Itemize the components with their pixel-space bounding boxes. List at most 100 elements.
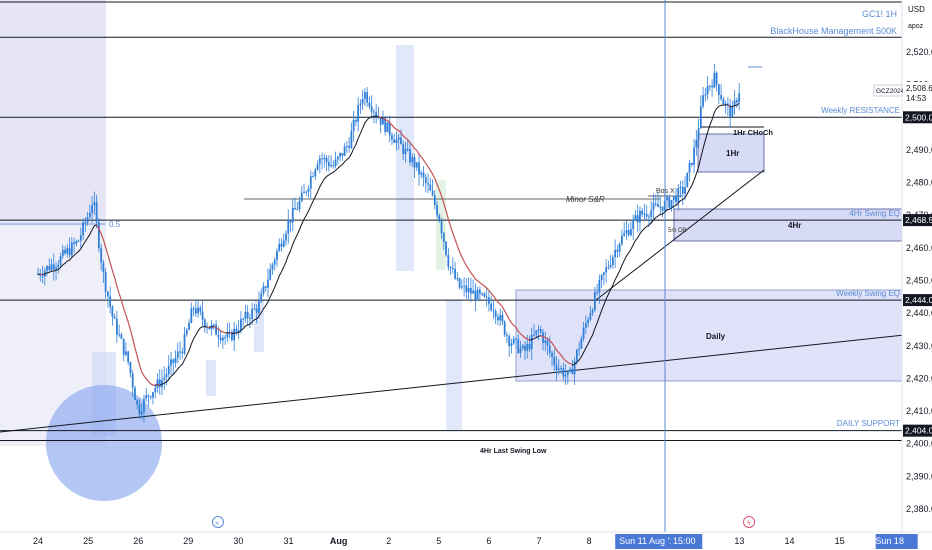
y-tick-label: 2,480.0 — [906, 178, 932, 188]
x-tick-label: 8 — [587, 536, 592, 546]
trendline-long — [0, 331, 932, 433]
candle-body — [451, 268, 454, 270]
candle-body — [611, 256, 614, 266]
zone-4hr — [673, 208, 932, 242]
candle-body — [616, 249, 619, 252]
candle-body — [61, 249, 64, 257]
minor-sr-label: Minor S&R — [566, 195, 605, 204]
candle-body — [154, 387, 157, 393]
candle-body — [634, 215, 637, 220]
candle-body — [418, 162, 420, 175]
candle-body — [167, 365, 170, 375]
candle-body — [481, 293, 484, 295]
candle-body — [289, 220, 292, 223]
y-tick-label: 2,420.0 — [906, 373, 932, 383]
y-tick-label: 2,380.0 — [906, 504, 932, 514]
candle-body — [681, 187, 684, 194]
candle-body — [343, 146, 346, 156]
candle-body — [404, 148, 407, 155]
candle-body — [548, 345, 551, 353]
candle-body — [393, 139, 396, 143]
candle-body — [517, 339, 520, 353]
candle-body — [607, 266, 610, 268]
candle-body — [269, 269, 272, 280]
candle-body — [557, 368, 560, 371]
candle-body — [708, 85, 711, 87]
candle-body — [318, 158, 321, 165]
unit-note-label: apoz — [908, 23, 924, 30]
zone-4hr-label: 4Hr — [788, 221, 801, 230]
candle-body — [305, 191, 308, 193]
candle-body — [688, 162, 691, 173]
price-tag-label: 2,404.0 — [905, 426, 932, 436]
moving-average-red-line — [40, 104, 731, 386]
candle-body — [163, 377, 166, 380]
candle-body — [602, 272, 605, 276]
candle-body — [111, 306, 114, 317]
price-tag-box — [903, 214, 932, 227]
candle-body — [325, 157, 328, 163]
candle-body — [300, 192, 303, 201]
crosshair-date-box — [615, 534, 684, 549]
candle-body — [729, 104, 732, 117]
candle-body — [373, 111, 375, 113]
candle-body — [336, 156, 339, 160]
candle-body — [521, 345, 524, 349]
candle-body — [506, 334, 508, 337]
candle-body — [584, 323, 587, 328]
candle-body — [224, 337, 227, 339]
choch-label: 1Hr CHoCh — [733, 128, 773, 137]
candle-body — [129, 362, 132, 374]
candle-body — [237, 330, 240, 332]
x-tick-label: 5 — [436, 536, 441, 546]
candle-body — [609, 265, 612, 267]
band-2 — [206, 360, 216, 396]
candle-body — [510, 343, 513, 346]
candle-body — [158, 379, 161, 388]
price-tag-box — [903, 424, 932, 437]
candle-body — [677, 188, 680, 203]
candle-body — [445, 241, 447, 255]
y-tick-label: 2,520.0 — [906, 47, 932, 57]
candle-body — [48, 266, 51, 271]
candle-body — [388, 122, 391, 136]
candle-body — [116, 318, 118, 335]
candle-body — [264, 286, 267, 288]
candle-body — [278, 243, 281, 251]
candle-body — [291, 207, 294, 223]
candle-body — [539, 329, 542, 333]
candle-body — [533, 334, 535, 336]
candle-body — [357, 105, 360, 122]
candle-body — [456, 278, 459, 280]
candle-body — [645, 213, 648, 217]
candle-body — [282, 240, 285, 247]
candle-body — [276, 250, 278, 261]
candle-body — [636, 215, 639, 223]
flash-icon[interactable]: ϟ — [743, 516, 755, 528]
crosshair-time-box — [670, 534, 703, 549]
candle-body — [738, 93, 741, 103]
candle-body — [298, 200, 301, 209]
candle-body — [573, 360, 576, 375]
candle-body — [406, 148, 409, 150]
candle-body — [246, 311, 249, 319]
y-tick-label: 2,490.0 — [906, 145, 932, 155]
candle-body — [327, 162, 330, 167]
daily-support-label: DAILY SUPPORT — [837, 419, 900, 428]
candle-body — [203, 319, 206, 328]
zone-daily-label: Daily — [706, 332, 726, 341]
replay-icon[interactable]: » — [212, 516, 224, 528]
candle-body — [91, 205, 94, 213]
candle-body — [485, 296, 488, 298]
candle-body — [639, 210, 641, 223]
price-tag-label: 2,444.0 — [905, 295, 932, 305]
candle-body — [564, 375, 567, 377]
candle-body — [176, 351, 179, 358]
candle-body — [454, 268, 456, 279]
candle-body — [458, 278, 461, 288]
candle-body — [348, 146, 351, 148]
x-tick-label: 6 — [486, 536, 491, 546]
candle-body — [684, 187, 686, 194]
candle-body — [345, 146, 348, 148]
